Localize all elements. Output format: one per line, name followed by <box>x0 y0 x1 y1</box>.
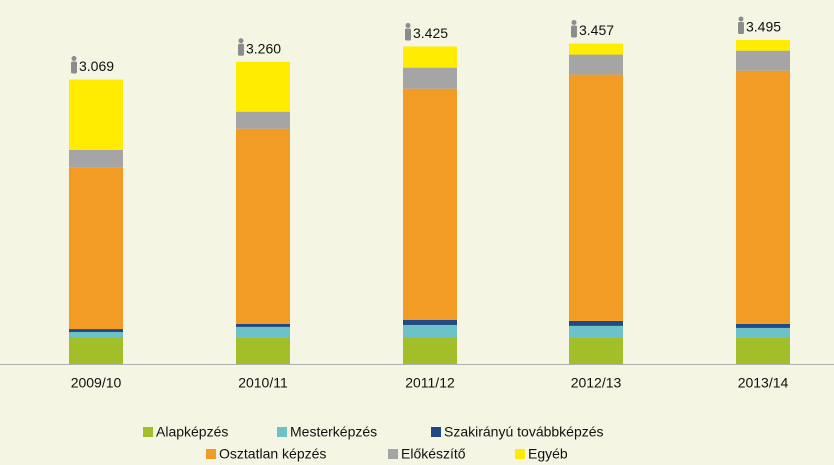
total-label: 3.069 <box>79 58 114 74</box>
bar-segment <box>69 337 123 364</box>
bar-segment <box>736 40 790 51</box>
bar-segment <box>736 337 790 364</box>
person-icon <box>238 38 244 44</box>
total-label: 3.457 <box>579 22 614 38</box>
bar-segment <box>69 79 123 150</box>
legend-swatch <box>143 427 153 437</box>
person-icon <box>405 22 411 28</box>
bar-segment <box>736 70 790 324</box>
person-icon <box>238 43 244 56</box>
bar-segment <box>569 43 623 55</box>
person-icon <box>71 61 77 74</box>
person-icon <box>571 20 577 26</box>
bar-segment <box>69 149 123 168</box>
legend-swatch <box>431 427 441 437</box>
bar-segment <box>403 319 457 325</box>
bar-segment <box>403 46 457 68</box>
bar-segment <box>236 326 290 338</box>
bar-segment <box>569 325 623 338</box>
bar-segment <box>569 54 623 75</box>
bar-segment <box>569 320 623 326</box>
bar-segment <box>403 337 457 364</box>
legend-label: Előkészítő <box>401 446 466 462</box>
legend-label: Alapképzés <box>156 424 228 440</box>
legend-label: Szakirányú továbbképzés <box>444 424 604 440</box>
bar-segment <box>736 327 790 338</box>
bar-segment <box>69 167 123 330</box>
person-icon <box>571 25 577 38</box>
x-tick-label: 2012/13 <box>571 375 622 391</box>
bar-segment <box>736 50 790 71</box>
legend-swatch <box>515 449 525 459</box>
bar-segment <box>569 74 623 321</box>
bar-segment <box>236 128 290 324</box>
x-tick-label: 2009/10 <box>71 375 122 391</box>
bar-segment <box>236 337 290 364</box>
legend-swatch <box>206 449 216 459</box>
legend-swatch <box>388 449 398 459</box>
bar-segment <box>403 324 457 338</box>
bar-segment <box>69 329 123 333</box>
legend-label: Mesterképzés <box>290 424 377 440</box>
bar-segment <box>236 61 290 112</box>
bar-segment <box>403 88 457 320</box>
bar-segment <box>569 337 623 364</box>
total-label: 3.260 <box>246 40 281 56</box>
bar-segment <box>69 332 123 338</box>
bar-segment <box>236 323 290 327</box>
x-tick-label: 2011/12 <box>405 375 455 391</box>
legend-swatch <box>277 427 287 437</box>
person-icon <box>71 55 77 61</box>
x-tick-label: 2013/14 <box>738 375 789 391</box>
bar-segment <box>236 111 290 129</box>
total-label: 3.495 <box>746 19 781 35</box>
legend-label: Osztatlan képzés <box>219 446 326 462</box>
x-tick-label: 2010/11 <box>238 375 288 391</box>
person-icon <box>405 28 411 41</box>
legend-label: Egyéb <box>528 446 568 462</box>
person-icon <box>738 22 744 34</box>
bar-segment <box>736 323 790 328</box>
bar-segment <box>403 67 457 89</box>
total-label: 3.425 <box>413 25 448 41</box>
person-icon <box>738 16 744 22</box>
